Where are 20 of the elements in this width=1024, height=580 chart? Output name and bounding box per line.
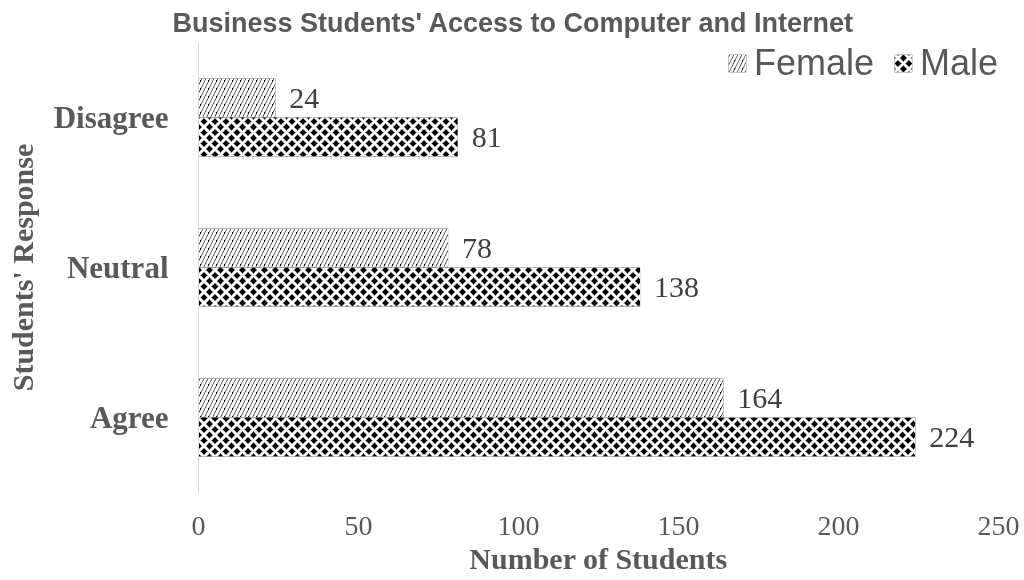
y-tick-label: Agree (89, 400, 169, 435)
legend-label: Male (919, 42, 998, 84)
data-label: 164 (737, 380, 783, 414)
data-label: 81 (471, 119, 502, 153)
x-tick-label: 150 (657, 509, 700, 541)
data-label: 78 (462, 230, 493, 264)
data-label: 138 (654, 269, 700, 303)
x-tick-label: 200 (817, 509, 860, 541)
y-tick-label: Neutral (66, 250, 169, 285)
x-tick-label: 250 (977, 509, 1020, 541)
y-tick-label: Disagree (53, 100, 169, 135)
x-tick-label: 0 (191, 509, 206, 541)
y-axis-title: Students' Response (5, 143, 39, 392)
x-tick-label: 100 (497, 509, 540, 541)
data-label: 224 (929, 419, 975, 453)
data-label: 24 (289, 80, 320, 114)
x-tick-label: 50 (344, 509, 373, 541)
chart-title: Business Students' Access to Computer and Internet (172, 7, 854, 38)
x-axis-title: Number of Students (469, 541, 728, 575)
legend-label: Female (753, 42, 874, 84)
